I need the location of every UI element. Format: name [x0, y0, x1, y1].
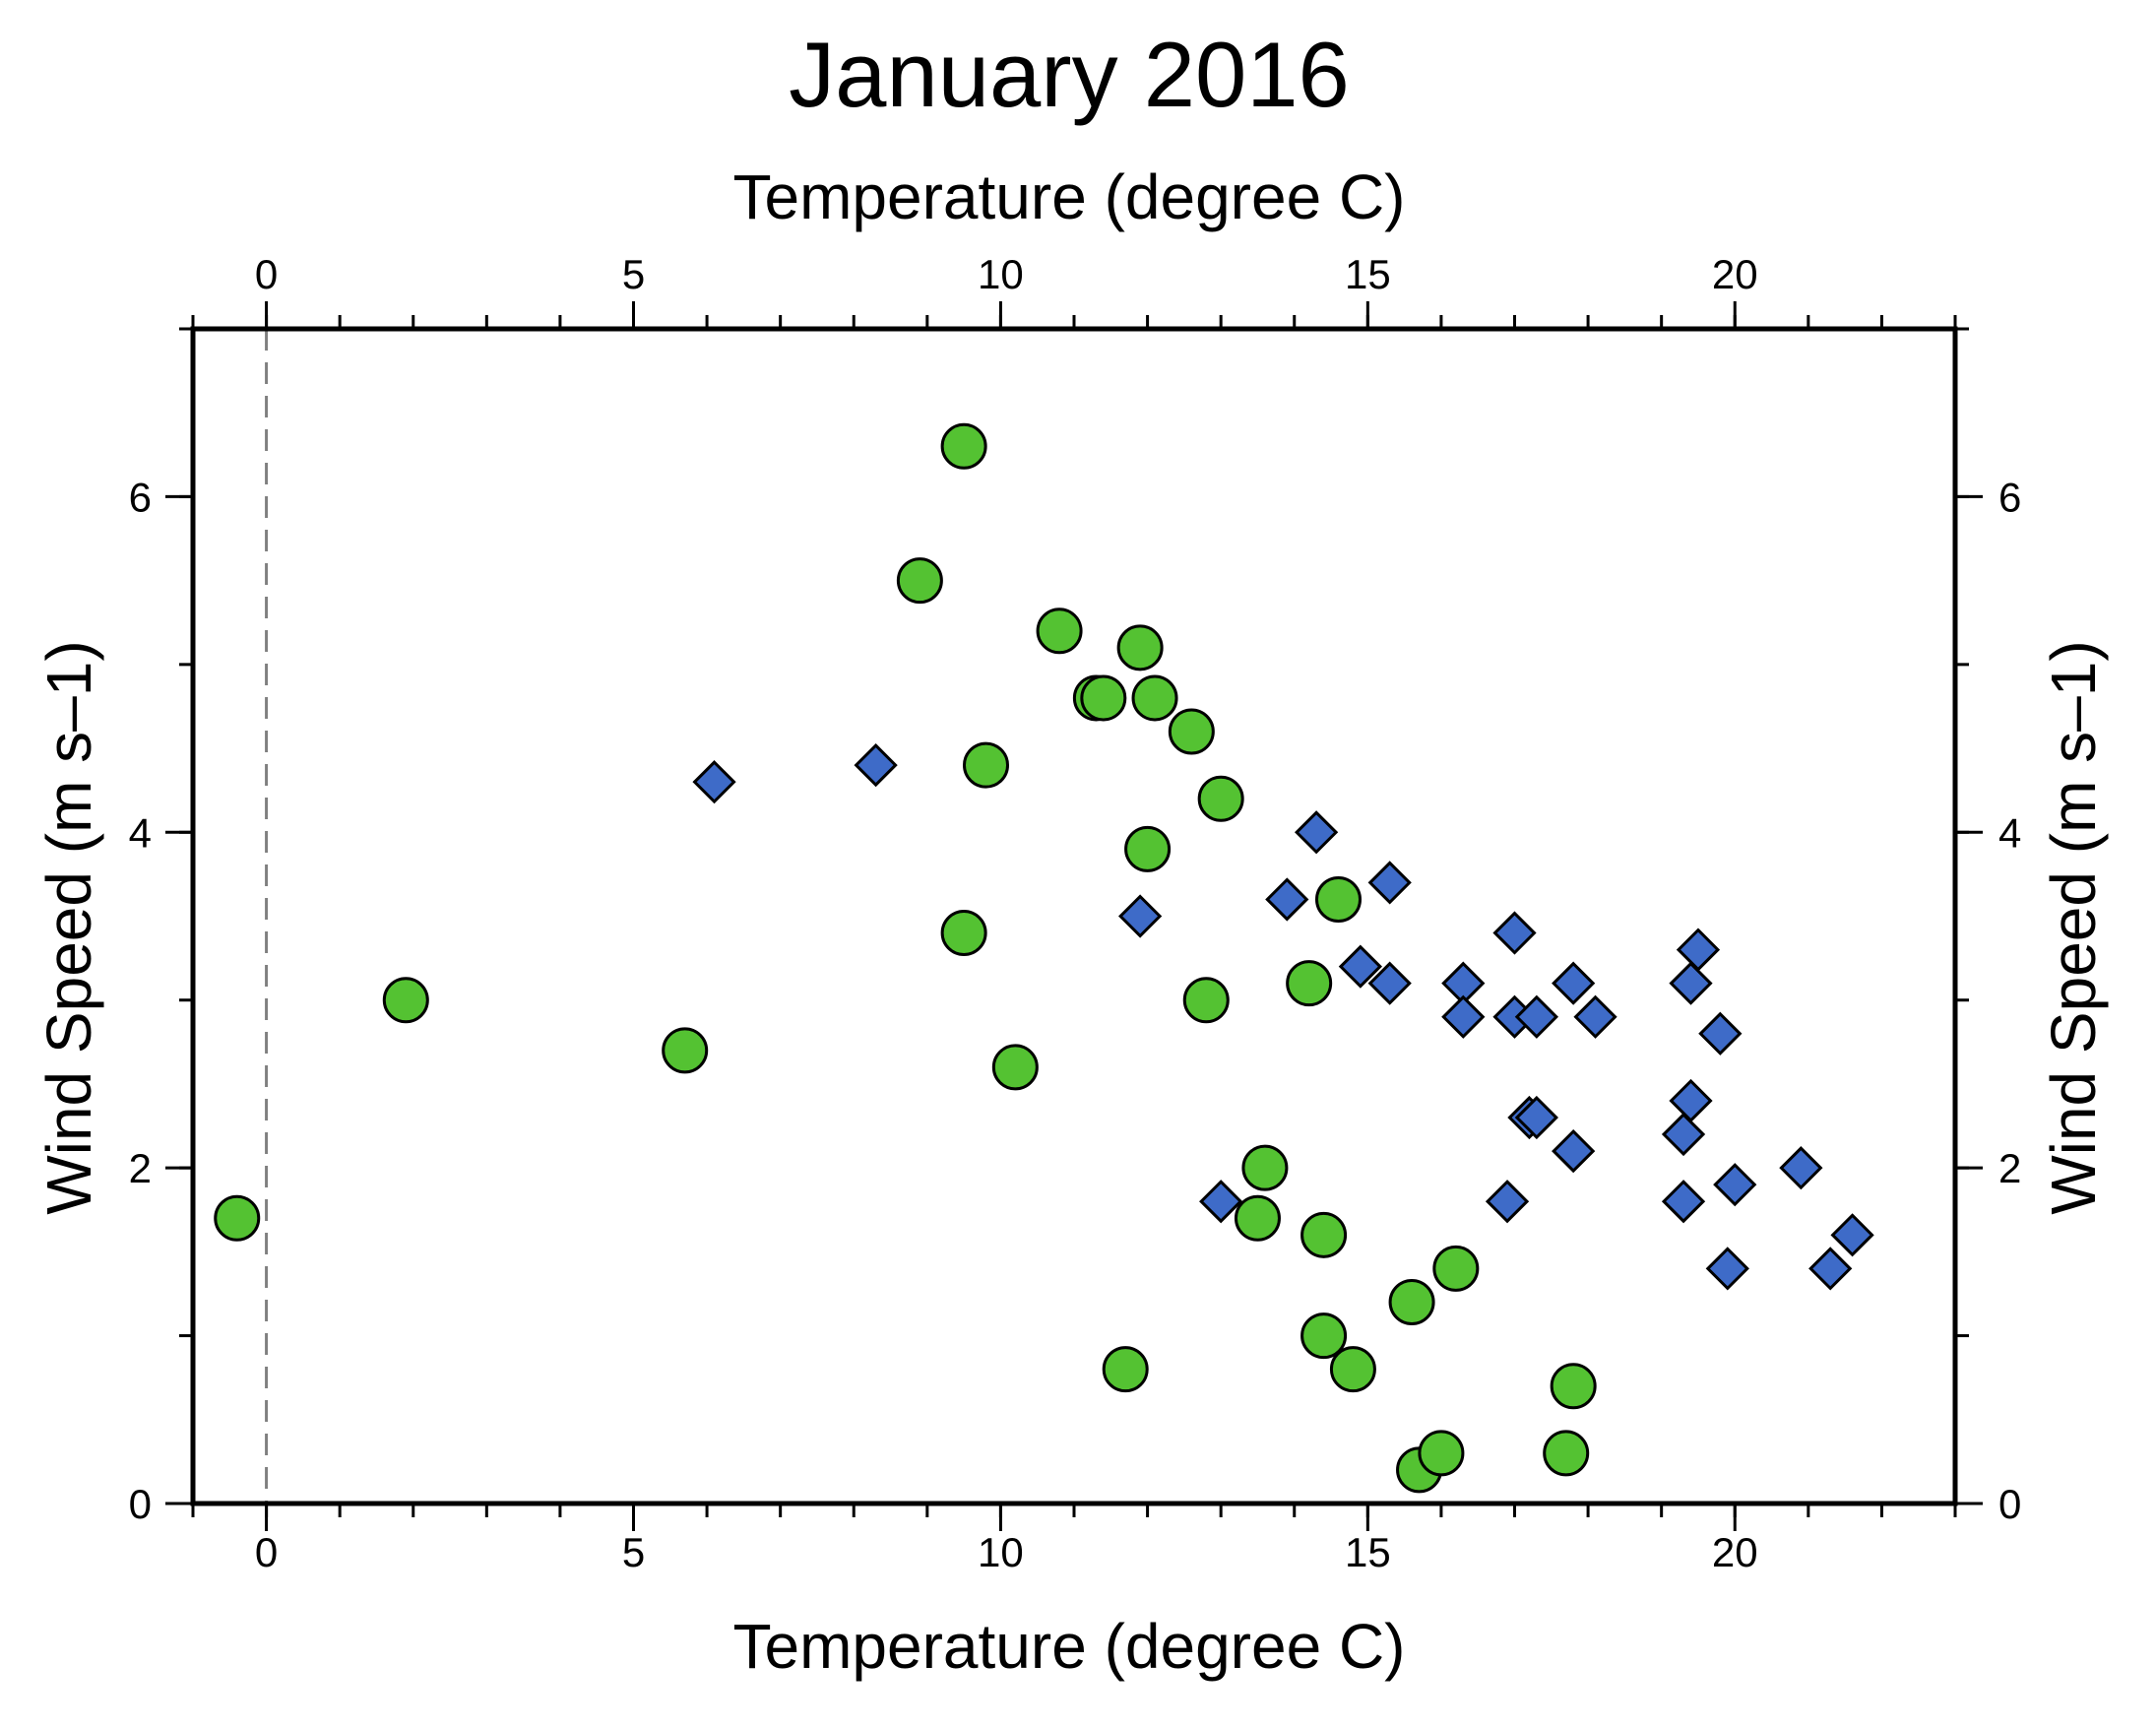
x-axis-label-bottom: Temperature (degree C) [733, 1611, 1406, 1682]
chart-title: January 2016 [789, 23, 1350, 126]
x-tick-label-top: 15 [1345, 251, 1391, 297]
data-point-diamond [1118, 894, 1163, 938]
axes-layer: 0 0 5 5 10 10 15 15 20 20 0 0 2 2 4 4 6 6 [129, 251, 2022, 1575]
data-point-circle [1124, 825, 1172, 872]
x-tick-label-bottom: 15 [1345, 1529, 1391, 1575]
data-point-diamond [1441, 994, 1486, 1039]
data-point-diamond [1514, 994, 1558, 1039]
data-point-diamond [1661, 1180, 1706, 1224]
x-tick-label-bottom: 20 [1712, 1529, 1758, 1575]
data-point-diamond [1295, 810, 1339, 855]
data-point-diamond [1830, 1213, 1874, 1257]
data-point-circle [940, 422, 987, 470]
data-point-diamond [1705, 1247, 1749, 1291]
x-tick-label-top: 20 [1712, 251, 1758, 297]
data-point-circle [1182, 977, 1230, 1024]
x-tick-label-top: 0 [255, 251, 278, 297]
x-tick-label-bottom: 5 [622, 1529, 645, 1575]
data-point-circle [1388, 1278, 1435, 1325]
data-point-diamond [1669, 961, 1713, 1005]
data-point-diamond [1573, 994, 1617, 1039]
plot-frame [190, 326, 1958, 1506]
data-point-circle [1116, 624, 1164, 672]
data-point-circle [1300, 1211, 1348, 1258]
data-point-diamond [1485, 1180, 1530, 1224]
y-tick-label-left: 6 [129, 474, 152, 520]
data-point-circle [1286, 960, 1333, 1007]
y-tick-label-right: 0 [1998, 1481, 2021, 1527]
y-tick-label-right: 6 [1998, 474, 2021, 520]
data-point-circle [662, 1027, 709, 1074]
x-axis-label-top: Temperature (degree C) [733, 161, 1406, 232]
data-point-circle [1234, 1194, 1281, 1242]
data-point-circle [1543, 1430, 1590, 1477]
data-point-circle [1418, 1430, 1465, 1477]
data-point-circle [1432, 1245, 1480, 1292]
x-tick-label-top: 10 [978, 251, 1024, 297]
data-point-diamond [1552, 961, 1596, 1005]
x-tick-label-top: 5 [622, 251, 645, 297]
y-tick-label-left: 4 [129, 809, 152, 856]
data-point-diamond [1338, 944, 1382, 989]
data-point-circle [1550, 1363, 1597, 1410]
data-point-diamond [1698, 1011, 1743, 1056]
data-point-diamond [854, 742, 898, 788]
y-tick-label-right: 2 [1998, 1145, 2021, 1191]
y-axis-label-left: Wind Speed (m s–1) [33, 640, 104, 1214]
data-point-circle [382, 977, 429, 1024]
data-point-circle [1131, 674, 1178, 722]
data-point-diamond [1265, 877, 1309, 922]
data-point-circle [214, 1194, 261, 1242]
data-point-diamond [1367, 861, 1412, 905]
data-point-diamond [1676, 928, 1721, 972]
data-point-circle [1168, 708, 1215, 755]
y-tick-label-right: 4 [1998, 809, 2021, 856]
data-points-layer [214, 422, 1874, 1494]
data-point-diamond [1779, 1146, 1823, 1190]
data-point-diamond [1713, 1163, 1757, 1207]
data-point-circle [1197, 775, 1244, 822]
data-point-circle [991, 1044, 1039, 1091]
x-tick-label-bottom: 10 [978, 1529, 1024, 1575]
data-point-diamond [1669, 1078, 1713, 1123]
y-tick-label-left: 0 [129, 1481, 152, 1527]
data-point-circle [940, 910, 987, 957]
data-point-circle [1080, 674, 1127, 722]
data-point-circle [1329, 1346, 1376, 1393]
data-point-circle [896, 557, 943, 605]
y-tick-label-left: 2 [129, 1145, 152, 1191]
x-tick-label-bottom: 0 [255, 1529, 278, 1575]
data-point-diamond [1492, 911, 1537, 955]
data-point-circle [963, 741, 1009, 789]
data-point-diamond [1199, 1180, 1243, 1224]
data-point-circle [1300, 1312, 1348, 1360]
data-point-circle [1241, 1144, 1289, 1191]
data-point-diamond [1661, 1112, 1706, 1157]
data-point-diamond [692, 760, 736, 804]
data-point-diamond [1808, 1247, 1853, 1291]
data-point-circle [1036, 608, 1083, 655]
data-point-diamond [1367, 961, 1412, 1005]
data-point-diamond [1514, 1095, 1558, 1140]
data-point-circle [1315, 875, 1362, 923]
data-point-diamond [1552, 1128, 1596, 1174]
data-point-circle [1102, 1346, 1149, 1393]
y-axis-label-right: Wind Speed (m s–1) [2038, 640, 2109, 1214]
